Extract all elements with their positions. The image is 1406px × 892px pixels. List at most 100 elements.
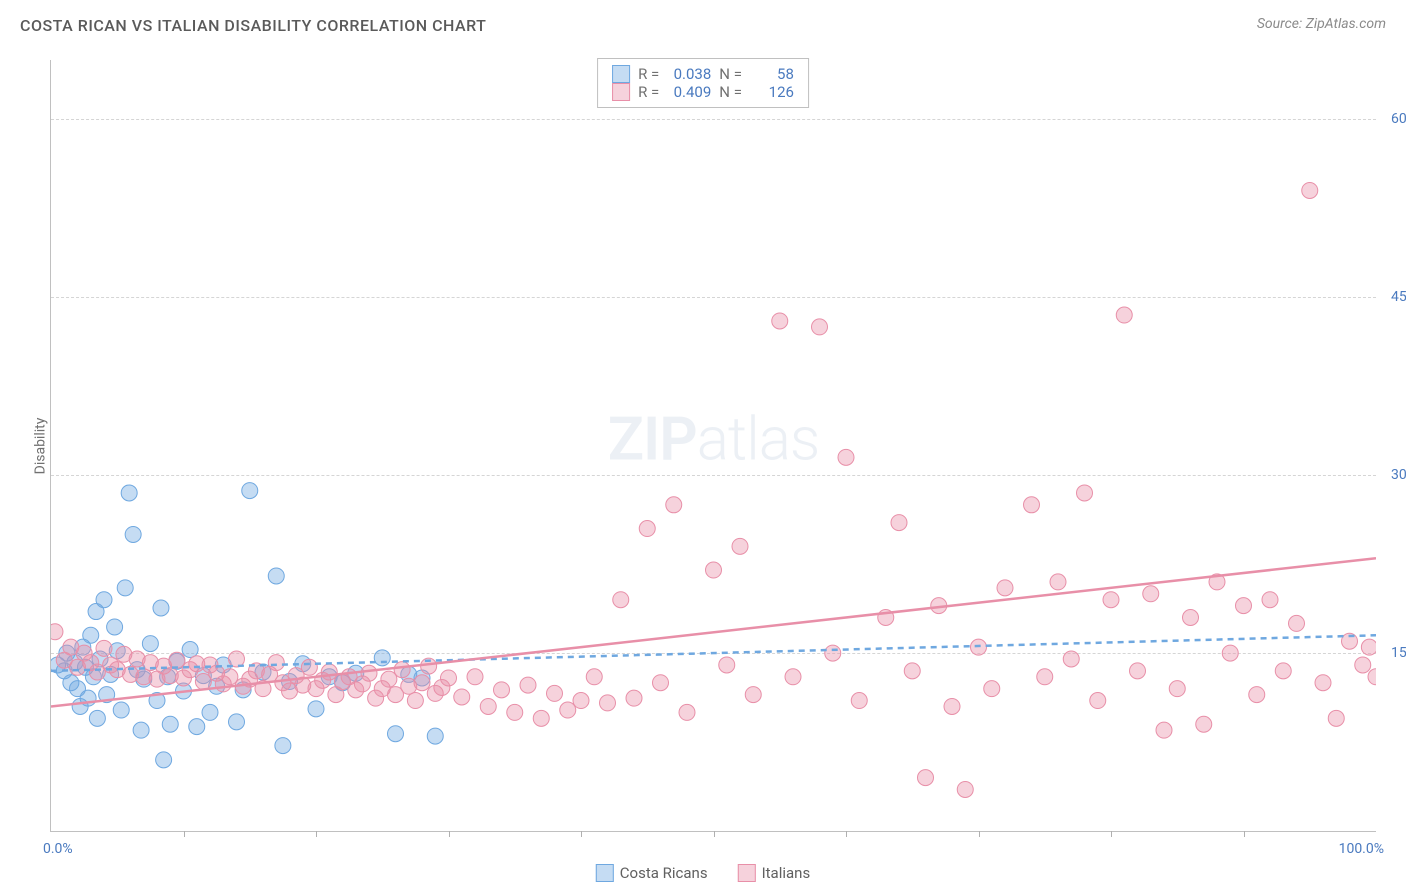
data-point-italians <box>1236 598 1252 614</box>
data-point-costa_ricans <box>388 726 404 742</box>
source-label: Source: ZipAtlas.com <box>1257 16 1386 32</box>
data-point-italians <box>785 669 801 685</box>
chart-container: COSTA RICAN VS ITALIAN DISABILITY CORREL… <box>0 0 1406 892</box>
data-point-italians <box>361 665 377 681</box>
data-point-italians <box>1289 615 1305 631</box>
legend-item-italians: Italians <box>738 864 811 882</box>
y-tick-label: 60.0% <box>1388 111 1406 127</box>
data-point-italians <box>851 693 867 709</box>
legend-swatch-costa-ricans <box>612 65 630 83</box>
data-point-italians <box>1328 710 1344 726</box>
data-point-italians <box>169 652 185 668</box>
series-legend: Costa Ricans Italians <box>596 864 810 882</box>
data-point-italians <box>1275 663 1291 679</box>
x-minor-tick <box>979 831 980 837</box>
data-point-italians <box>626 690 642 706</box>
plot-area: ZIPatlas 0.0% 100.0% 15.0%30.0%45.0%60.0… <box>50 60 1376 832</box>
data-point-costa_ricans <box>156 752 172 768</box>
x-minor-tick <box>184 831 185 837</box>
data-point-italians <box>1156 722 1172 738</box>
data-point-italians <box>441 670 457 686</box>
data-point-italians <box>997 580 1013 596</box>
x-minor-tick <box>714 831 715 837</box>
data-point-italians <box>838 449 854 465</box>
legend-swatch-italians <box>612 83 630 101</box>
data-point-italians <box>891 515 907 531</box>
data-point-italians <box>222 669 238 685</box>
data-point-italians <box>586 669 602 685</box>
data-point-italians <box>719 657 735 673</box>
data-point-costa_ricans <box>242 483 258 499</box>
data-point-costa_ricans <box>83 627 99 643</box>
data-point-italians <box>1361 639 1376 655</box>
data-point-italians <box>639 521 655 537</box>
data-point-costa_ricans <box>189 719 205 735</box>
legend-swatch-italians-icon <box>738 864 756 882</box>
data-point-italians <box>679 704 695 720</box>
y-tick-label: 15.0% <box>1388 645 1406 661</box>
data-point-italians <box>507 704 523 720</box>
data-point-italians <box>454 689 470 705</box>
legend-item-costa-ricans: Costa Ricans <box>596 864 708 882</box>
data-point-italians <box>957 781 973 797</box>
data-point-italians <box>653 675 669 691</box>
correlation-legend: R = 0.038 N = 58 R = 0.409 N = 126 <box>597 58 809 108</box>
legend-label-costa-ricans: Costa Ricans <box>620 864 708 882</box>
data-point-italians <box>394 662 410 678</box>
data-point-italians <box>706 562 722 578</box>
data-point-italians <box>984 681 1000 697</box>
data-point-italians <box>1368 669 1376 685</box>
x-axis-start-label: 0.0% <box>43 841 73 857</box>
x-minor-tick <box>846 831 847 837</box>
data-point-italians <box>772 313 788 329</box>
data-point-costa_ricans <box>125 526 141 542</box>
data-point-italians <box>467 669 483 685</box>
data-point-italians <box>1196 716 1212 732</box>
x-minor-tick <box>581 831 582 837</box>
data-point-italians <box>1249 687 1265 703</box>
data-point-italians <box>1302 182 1318 198</box>
x-minor-tick <box>1244 831 1245 837</box>
y-tick-label: 45.0% <box>1388 289 1406 305</box>
data-point-costa_ricans <box>153 600 169 616</box>
data-point-italians <box>918 770 934 786</box>
data-point-costa_ricans <box>89 710 105 726</box>
data-point-italians <box>321 664 337 680</box>
r-value-italians: 0.409 <box>667 83 711 101</box>
data-point-costa_ricans <box>142 636 158 652</box>
data-point-italians <box>573 693 589 709</box>
data-point-italians <box>613 592 629 608</box>
data-point-costa_ricans <box>96 592 112 608</box>
data-point-italians <box>1169 681 1185 697</box>
data-point-italians <box>1315 675 1331 691</box>
data-point-costa_ricans <box>229 714 245 730</box>
data-point-italians <box>480 698 496 714</box>
data-point-italians <box>1090 693 1106 709</box>
data-point-italians <box>745 687 761 703</box>
data-point-costa_ricans <box>113 702 129 718</box>
data-point-italians <box>414 675 430 691</box>
data-point-italians <box>1037 669 1053 685</box>
data-point-italians <box>666 497 682 513</box>
n-value-costa-ricans: 58 <box>750 65 794 83</box>
legend-row-costa-ricans: R = 0.038 N = 58 <box>612 65 794 83</box>
data-point-costa_ricans <box>182 642 198 658</box>
data-point-costa_ricans <box>121 485 137 501</box>
data-point-italians <box>547 685 563 701</box>
data-point-costa_ricans <box>107 619 123 635</box>
data-point-italians <box>732 538 748 554</box>
x-minor-tick <box>1111 831 1112 837</box>
data-point-italians <box>1222 645 1238 661</box>
data-point-italians <box>1103 592 1119 608</box>
data-point-italians <box>812 319 828 335</box>
data-point-costa_ricans <box>275 738 291 754</box>
data-point-italians <box>560 702 576 718</box>
data-point-italians <box>494 682 510 698</box>
data-point-costa_ricans <box>133 722 149 738</box>
data-point-italians <box>1143 586 1159 602</box>
data-point-costa_ricans <box>374 650 390 666</box>
data-point-italians <box>381 671 397 687</box>
n-value-italians: 126 <box>750 83 794 101</box>
data-point-costa_ricans <box>117 580 133 596</box>
data-point-costa_ricans <box>308 701 324 717</box>
